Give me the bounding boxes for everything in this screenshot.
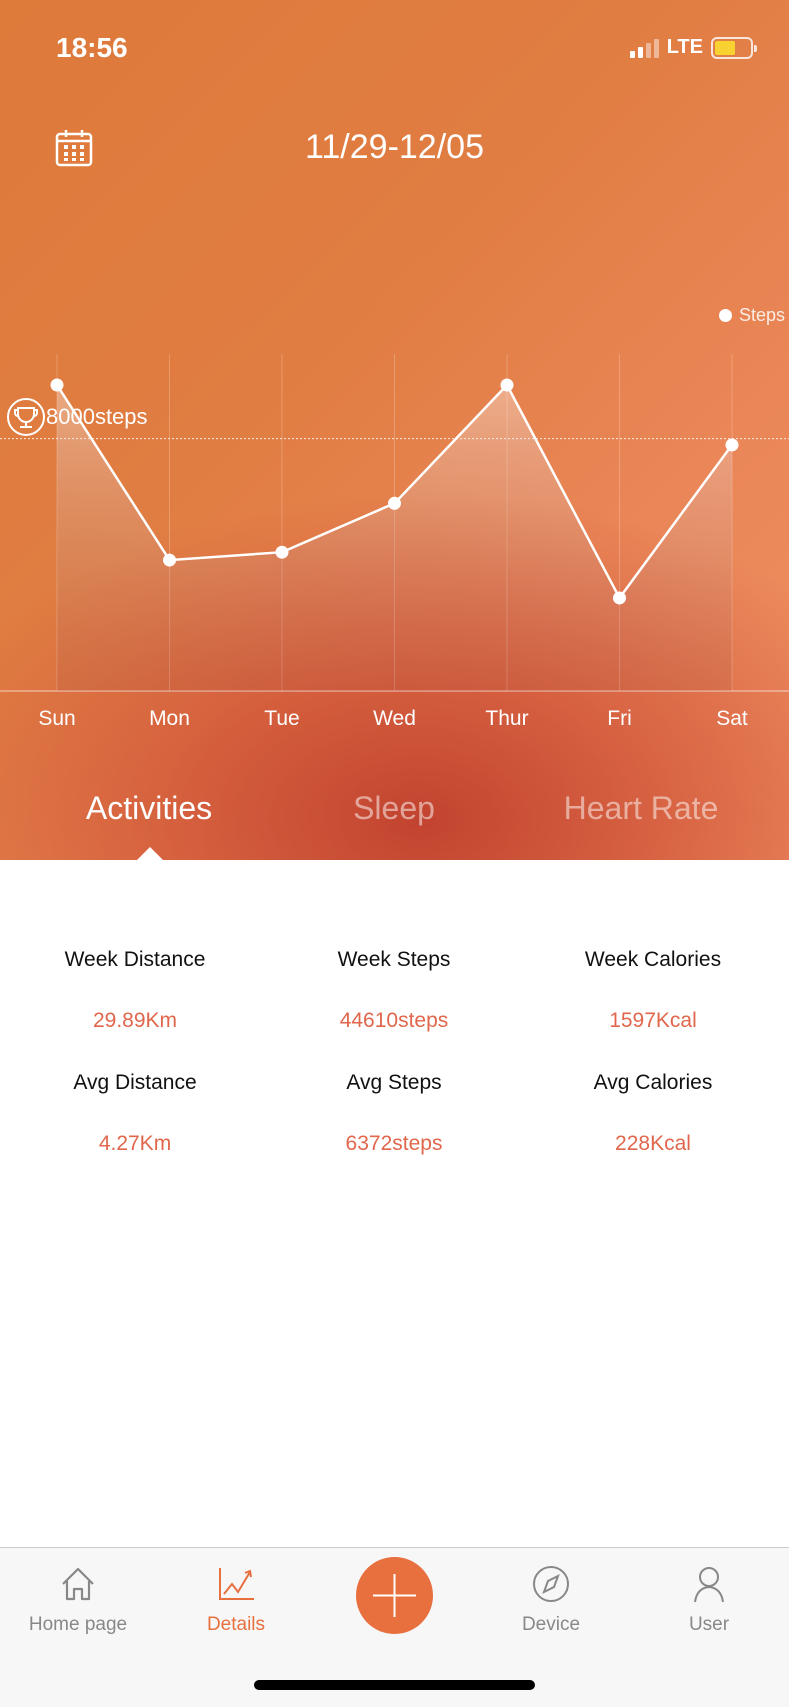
week-steps-label: Week Steps — [337, 948, 451, 971]
legend-dot-icon — [718, 309, 732, 322]
user-icon — [694, 1567, 724, 1603]
avg-distance-value: 4.27Km — [98, 1132, 172, 1155]
x-tick-label: Mon — [149, 707, 190, 730]
battery-icon — [711, 36, 757, 59]
week-calories-value: 1597Kcal — [609, 1009, 697, 1032]
week-steps-value: 44610steps — [339, 1009, 449, 1032]
data-point[interactable] — [725, 438, 739, 452]
avg-calories-label: Avg Calories — [593, 1071, 713, 1094]
tab-sleep[interactable]: Sleep — [353, 790, 435, 826]
compass-icon — [533, 1566, 569, 1602]
data-point[interactable] — [163, 553, 176, 567]
status-icons: LTE — [629, 36, 757, 59]
nav-device-label: Device — [521, 1614, 581, 1635]
plus-icon — [373, 1574, 416, 1617]
network-label: LTE — [666, 36, 703, 58]
week-distance-value: 29.89Km — [92, 1009, 178, 1032]
tab-activities[interactable]: Activities — [85, 790, 213, 826]
steps-chart — [0, 354, 789, 692]
data-point[interactable] — [500, 378, 514, 392]
avg-distance-label: Avg Distance — [73, 1071, 197, 1094]
nav-details-label: Details — [206, 1614, 266, 1635]
nav-details[interactable]: Details — [166, 1564, 306, 1636]
nav-user[interactable]: User — [639, 1564, 779, 1636]
x-tick-label: Tue — [264, 707, 300, 730]
header-panel: 18:56 LTE 11/29-12/05 Steps 8000steps Su… — [0, 0, 789, 860]
x-tick-label: Wed — [373, 707, 416, 730]
nav-user-label: User — [688, 1614, 730, 1635]
trophy-icon — [7, 397, 45, 436]
avg-calories-value: 228Kcal — [615, 1132, 691, 1155]
avg-steps-value: 6372steps — [345, 1132, 443, 1155]
x-tick-label: Fri — [607, 707, 632, 730]
goal-label: 8000steps — [6, 397, 148, 437]
x-tick-label: Sat — [716, 707, 748, 730]
nav-home-label: Home page — [28, 1614, 128, 1635]
legend-label: Steps — [738, 305, 785, 325]
tab-heart-rate[interactable]: Heart Rate — [563, 790, 719, 826]
calendar-icon[interactable] — [55, 129, 93, 167]
data-point[interactable] — [50, 378, 64, 392]
chart-legend: Steps — [718, 305, 785, 326]
data-point[interactable] — [388, 496, 401, 510]
data-point[interactable] — [613, 591, 626, 605]
x-tick-label: Thur — [485, 707, 529, 730]
status-time: 18:56 — [56, 32, 128, 63]
x-tick-label: Sun — [38, 707, 76, 730]
date-range[interactable]: 11/29-12/05 — [305, 128, 484, 166]
home-icon — [62, 1567, 94, 1601]
signal-icon — [629, 38, 659, 58]
nav-home[interactable]: Home page — [8, 1564, 148, 1636]
steps-area — [57, 385, 732, 691]
week-distance-label: Week Distance — [64, 948, 206, 971]
avg-steps-label: Avg Steps — [346, 1071, 442, 1094]
add-button[interactable] — [356, 1557, 433, 1634]
nav-device[interactable]: Device — [481, 1564, 621, 1636]
data-point[interactable] — [275, 545, 289, 559]
chart-icon — [219, 1568, 254, 1600]
active-tab-indicator — [137, 847, 163, 860]
home-indicator[interactable] — [254, 1680, 535, 1690]
goal-text: 8000steps — [46, 403, 148, 429]
week-calories-label: Week Calories — [584, 948, 722, 971]
